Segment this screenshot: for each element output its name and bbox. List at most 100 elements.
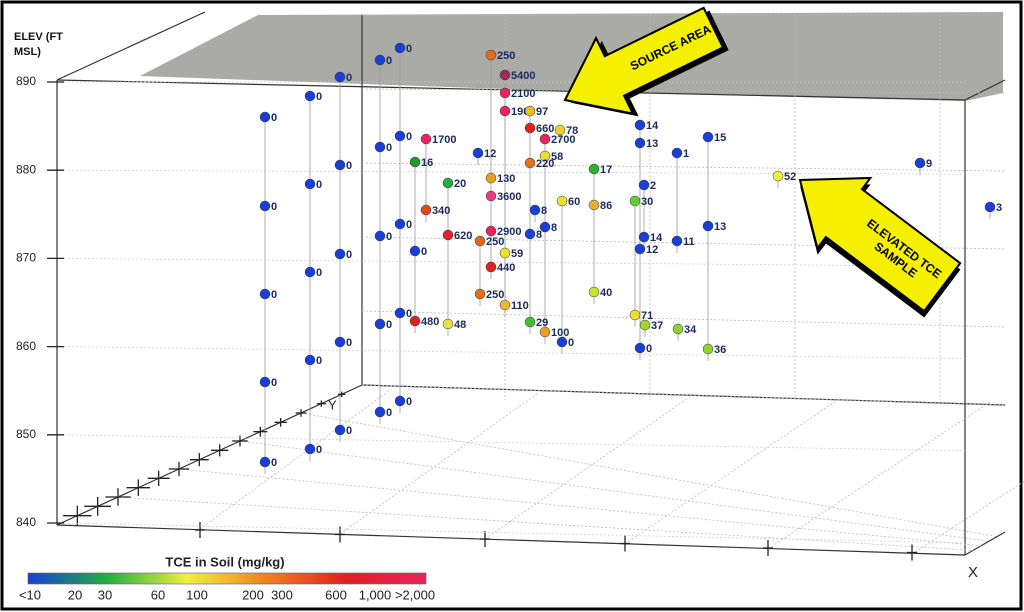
- sample-point: [539, 221, 551, 233]
- sample-point: [539, 326, 551, 338]
- point-label: 0: [271, 377, 277, 389]
- sample-point: [672, 323, 684, 335]
- point-label: 0: [271, 457, 277, 469]
- point-label: 14: [646, 120, 659, 132]
- point-label: 58: [551, 151, 563, 163]
- point-label: 0: [386, 142, 392, 154]
- sample-point: [485, 261, 497, 273]
- sample-point: [499, 299, 511, 311]
- sample-point: [409, 315, 421, 327]
- sample-point: [334, 248, 346, 260]
- point-label: 0: [421, 246, 427, 258]
- sample-point: [629, 195, 641, 207]
- point-label: 0: [346, 72, 352, 84]
- sample-point: [259, 200, 271, 212]
- point-label: 440: [497, 262, 515, 274]
- sample-point: [914, 157, 926, 169]
- point-label: 30: [641, 196, 653, 208]
- sample-point: [588, 199, 600, 211]
- sample-point: [442, 177, 454, 189]
- point-label: 100: [551, 327, 569, 339]
- sample-point: [374, 318, 386, 330]
- sample-point: [639, 319, 651, 331]
- sample-point: [394, 395, 406, 407]
- sample-point: [556, 195, 568, 207]
- point-label: 250: [486, 236, 504, 248]
- sample-point: [334, 424, 346, 436]
- sample-point: [638, 231, 650, 243]
- grid: [117, 14, 1024, 555]
- sample-point: [474, 235, 486, 247]
- sample-point: [539, 133, 551, 145]
- point-label: 12: [646, 244, 658, 256]
- point-label: 13: [714, 221, 726, 233]
- sample-point: [304, 90, 316, 102]
- sample-point: [556, 336, 568, 348]
- grid-line: [361, 310, 1006, 328]
- sample-point: [588, 286, 600, 298]
- point-label: 5400: [511, 70, 535, 82]
- sample-point: [474, 288, 486, 300]
- point-label: 340: [432, 205, 450, 217]
- grid-line: [199, 389, 391, 530]
- sample-point: [485, 172, 497, 184]
- point-label: 14: [650, 232, 663, 244]
- point-label: 0: [406, 396, 412, 408]
- sample-point: [499, 69, 511, 81]
- sample-point: [485, 49, 497, 61]
- point-label: 2100: [511, 88, 535, 100]
- y-tick-label: 880: [16, 162, 36, 176]
- point-label: 2: [650, 180, 656, 192]
- sample-point: [485, 190, 497, 202]
- point-label: 620: [454, 230, 472, 242]
- point-label: 3600: [497, 191, 521, 203]
- grid-line: [484, 395, 692, 540]
- point-label: 2700: [551, 134, 575, 146]
- point-label: 11: [683, 236, 695, 248]
- point-label: 15: [714, 132, 726, 144]
- point-label: 0: [316, 179, 322, 191]
- point-label: 60: [568, 196, 580, 208]
- point-label: 52: [784, 171, 796, 183]
- grid-line: [300, 412, 998, 537]
- point-label: 110: [511, 300, 529, 312]
- point-label: 0: [346, 425, 352, 437]
- sample-point: [499, 105, 511, 117]
- sample-point: [304, 178, 316, 190]
- point-label: 29: [536, 317, 548, 329]
- point-label: 1700: [432, 134, 456, 146]
- sample-point: [524, 228, 536, 240]
- point-label: 36: [714, 344, 726, 356]
- grid-line: [339, 392, 539, 535]
- grid-line: [361, 236, 1006, 250]
- point-label: 0: [406, 131, 412, 143]
- colorbar-label: 100: [186, 587, 208, 602]
- sample-point: [420, 133, 432, 145]
- point-label: 0: [346, 337, 352, 349]
- point-label: 1: [683, 148, 689, 160]
- grid-line: [767, 401, 991, 550]
- point-label: 0: [346, 160, 352, 172]
- sample-point: [588, 163, 600, 175]
- sample-point: [984, 201, 996, 213]
- sample-point: [702, 220, 714, 232]
- point-label: 0: [386, 231, 392, 243]
- x-axis-label: X: [968, 564, 978, 581]
- sample-point: [374, 230, 386, 242]
- point-label: 0: [271, 289, 277, 301]
- y-tick-label: 850: [16, 427, 36, 441]
- sample-point: [499, 87, 511, 99]
- point-label: 48: [454, 319, 466, 331]
- colorbar-label: 20: [68, 587, 82, 602]
- point-label: 0: [316, 267, 322, 279]
- colorbar-label: 600: [325, 587, 347, 602]
- colorbar-label: 300: [271, 587, 293, 602]
- y-tick-label: 860: [16, 339, 36, 353]
- point-label: 3: [996, 202, 1002, 214]
- point-label: 8: [541, 205, 547, 217]
- point-label: 0: [271, 201, 277, 213]
- point-label: 0: [316, 444, 322, 456]
- sample-point: [472, 147, 484, 159]
